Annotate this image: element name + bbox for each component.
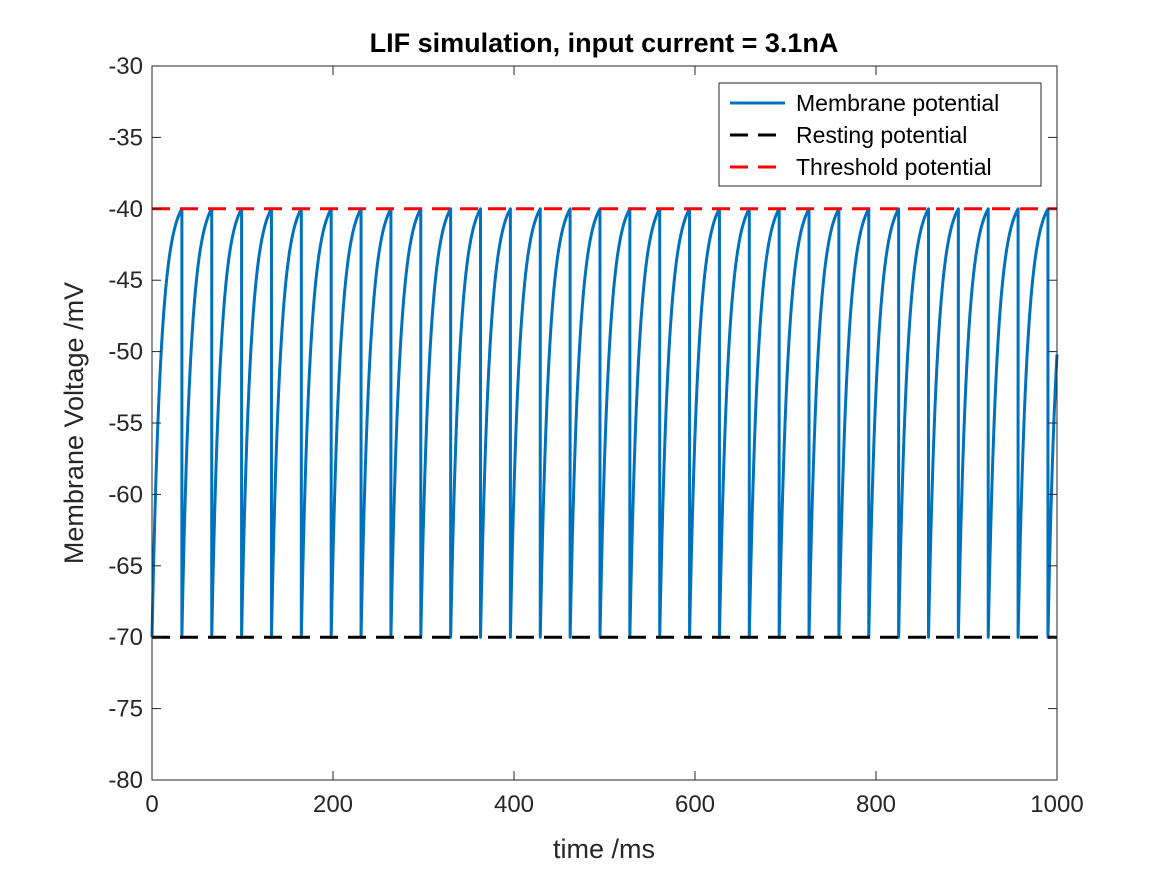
y-tick-label: -75 bbox=[108, 696, 143, 723]
y-tick-label: -70 bbox=[108, 624, 143, 651]
x-tick-label: 800 bbox=[856, 791, 896, 818]
y-tick-label: -45 bbox=[108, 267, 143, 294]
y-tick-label: -50 bbox=[108, 339, 143, 366]
x-tick-label: 1000 bbox=[1030, 791, 1083, 818]
legend-items: Membrane potential Resting potential Thres… bbox=[730, 90, 999, 180]
legend-label: Membrane potential bbox=[796, 90, 999, 116]
y-tick-label: -80 bbox=[108, 767, 143, 794]
x-tick-label: 400 bbox=[494, 791, 534, 818]
x-axis-label: time /ms bbox=[553, 834, 655, 864]
x-tick-label: 200 bbox=[313, 791, 353, 818]
x-axis-ticks: 0 200 400 600 800 1000 bbox=[145, 66, 1084, 818]
y-tick-label: -65 bbox=[108, 553, 143, 580]
y-tick-label: -35 bbox=[108, 124, 143, 151]
membrane-potential-line bbox=[150, 207, 1059, 639]
x-tick-label: 600 bbox=[675, 791, 715, 818]
chart-title: LIF simulation, input current = 3.1nA bbox=[370, 28, 839, 58]
legend-label: Threshold potential bbox=[796, 154, 992, 180]
y-tick-label: -40 bbox=[108, 196, 143, 223]
y-axis-ticks: -80 -75 -70 -65 -60 -55 -50 -45 -40 -35 -30 bbox=[108, 53, 1057, 794]
series-layer bbox=[150, 207, 1059, 639]
y-axis-label: Membrane Voltage /mV bbox=[59, 282, 89, 564]
y-tick-label: -60 bbox=[108, 481, 143, 508]
x-tick-label: 0 bbox=[145, 791, 158, 818]
y-tick-label: -30 bbox=[108, 53, 143, 80]
legend: Membrane potential Resting potential Thres… bbox=[718, 82, 1042, 187]
legend-label: Resting potential bbox=[796, 122, 967, 148]
y-tick-label: -55 bbox=[108, 410, 143, 437]
